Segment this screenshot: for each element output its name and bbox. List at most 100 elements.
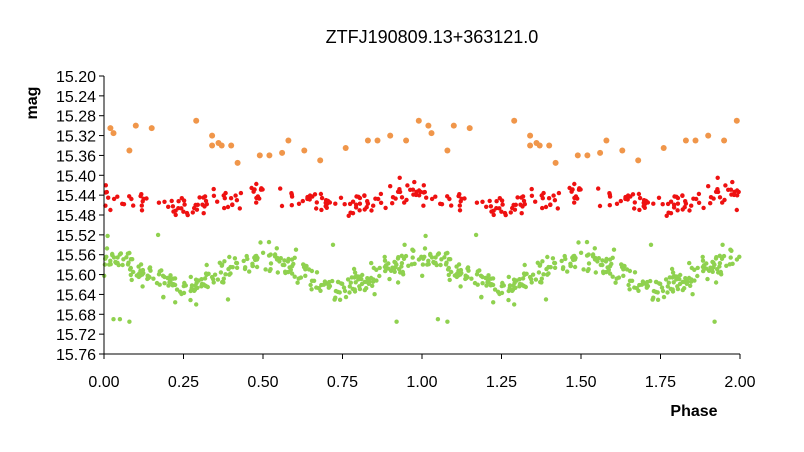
x-tick-label: 0.00 (88, 374, 119, 391)
data-point (581, 267, 586, 272)
data-point (527, 132, 534, 139)
data-point (374, 137, 381, 144)
data-point (433, 255, 438, 260)
data-point (511, 283, 516, 288)
data-point (474, 200, 480, 205)
data-point (314, 270, 320, 275)
data-point (590, 254, 596, 259)
data-point (283, 269, 288, 274)
data-point (607, 203, 612, 208)
data-point (131, 269, 136, 275)
data-point (445, 319, 450, 324)
data-point (584, 152, 591, 159)
data-point (529, 186, 534, 192)
data-point (104, 246, 110, 251)
data-point (601, 269, 606, 274)
data-point (629, 278, 635, 283)
data-point (473, 232, 479, 238)
data-point (197, 195, 202, 200)
data-point (507, 283, 513, 288)
data-point (457, 208, 463, 213)
data-point (318, 191, 324, 197)
data-point (145, 273, 150, 278)
data-point (544, 266, 549, 272)
data-point (289, 192, 294, 197)
data-point (140, 272, 145, 277)
data-point (512, 207, 518, 212)
data-point (626, 282, 631, 288)
y-tick-label: 15.24 (56, 89, 96, 106)
x-tick-label: 1.50 (565, 374, 596, 391)
data-point (157, 282, 162, 287)
data-point (660, 145, 667, 151)
data-point (731, 192, 737, 198)
data-point (305, 196, 310, 202)
data-point (500, 280, 505, 286)
data-point (390, 201, 395, 206)
data-point (227, 272, 232, 277)
data-point (199, 277, 204, 282)
plot-area (102, 117, 742, 324)
data-point (426, 258, 431, 263)
x-tick-label: 0.25 (168, 374, 199, 391)
data-point (494, 199, 499, 204)
data-point (234, 260, 240, 266)
data-point (293, 247, 299, 252)
data-point (330, 242, 336, 247)
data-point (651, 288, 657, 294)
data-point (311, 278, 317, 283)
data-point (621, 267, 626, 272)
data-point (621, 273, 626, 278)
data-point (412, 179, 417, 185)
data-point (161, 295, 166, 300)
data-point (204, 272, 209, 277)
data-point (433, 194, 438, 199)
y-tick-label: 15.36 (56, 148, 96, 165)
data-point (625, 193, 631, 198)
data-point (289, 257, 295, 262)
data-point (372, 292, 377, 297)
data-point (552, 198, 558, 203)
data-point (706, 184, 711, 189)
data-point (172, 276, 178, 281)
data-point (209, 132, 216, 139)
data-point (708, 201, 713, 206)
data-point (533, 277, 539, 282)
data-point (562, 253, 567, 259)
data-point (115, 194, 120, 199)
data-point (110, 130, 117, 137)
data-point (139, 208, 145, 213)
data-point (704, 261, 709, 266)
data-point (446, 257, 452, 262)
data-point (282, 258, 287, 263)
data-point (238, 190, 244, 196)
data-point (188, 297, 193, 303)
data-point (205, 284, 210, 290)
data-point (319, 195, 325, 201)
data-point (316, 286, 321, 291)
data-point (634, 286, 639, 291)
data-point (139, 192, 144, 197)
data-point (689, 203, 694, 208)
data-point (550, 256, 556, 261)
data-point (510, 288, 515, 293)
data-point (728, 255, 733, 260)
data-point (420, 262, 426, 267)
data-point (228, 142, 235, 149)
y-tick-label: 15.64 (56, 287, 96, 304)
data-point (263, 267, 268, 272)
data-point (424, 195, 429, 200)
data-point (221, 276, 226, 281)
data-point (285, 259, 291, 264)
data-point (399, 195, 405, 200)
data-point (445, 194, 450, 199)
data-point (669, 266, 675, 272)
data-point (374, 267, 379, 272)
data-point (682, 137, 689, 144)
data-point (218, 270, 224, 275)
data-point (668, 286, 673, 292)
data-point (278, 186, 283, 191)
data-point (454, 264, 459, 269)
data-point (383, 268, 388, 274)
